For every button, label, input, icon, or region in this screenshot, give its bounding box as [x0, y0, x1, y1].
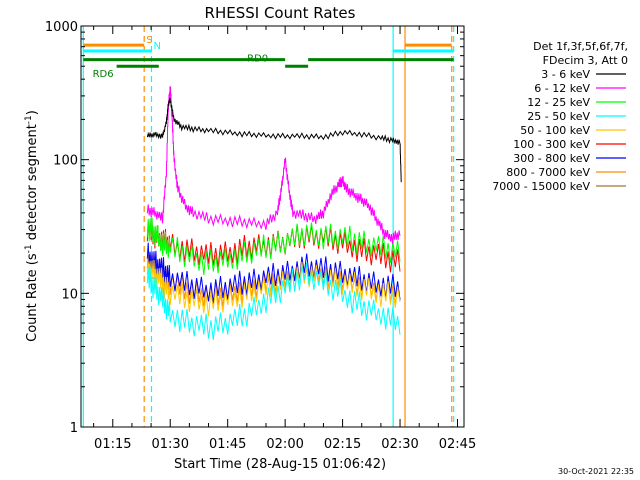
- legend-label-8: 7000 - 15000 keV: [492, 180, 590, 193]
- state-label-s: S: [146, 35, 152, 46]
- x-tick-label-5: 02:30: [381, 437, 418, 452]
- y-tick-label-0: 1: [70, 421, 78, 436]
- x-tick-label-4: 02:15: [324, 437, 361, 452]
- x-tick-label-1: 01:30: [152, 437, 189, 452]
- legend: Det 1f,3f,5f,6f,7f, FDecim 3, Att 0 3 - …: [492, 40, 628, 193]
- series-line-6-12-kev: [146, 86, 401, 244]
- x-axis-label: Start Time (28-Aug-15 01:06:42): [174, 457, 386, 472]
- x-tick-label-3: 02:00: [266, 437, 303, 452]
- legend-label-5: 100 - 300 keV: [513, 138, 590, 151]
- y-tick-label-3: 1000: [45, 20, 78, 35]
- legend-label-2: 12 - 25 keV: [527, 96, 590, 109]
- legend-label-4: 50 - 100 keV: [520, 124, 590, 137]
- x-tick-label-0: 01:15: [94, 437, 131, 452]
- timestamp: 30-Oct-2021 22:35: [558, 467, 634, 476]
- state-label-n: N: [153, 41, 160, 52]
- legend-label-3: 25 - 50 keV: [527, 110, 590, 123]
- chart-title: RHESSI Count Rates: [205, 4, 356, 22]
- legend-label-0: 3 - 6 keV: [541, 68, 590, 81]
- series-line-25-50-kev: [146, 262, 401, 340]
- x-tick-label-6: 02:45: [439, 437, 476, 452]
- series-line-50-100-kev: [146, 259, 401, 317]
- series-line-12-25-kev: [146, 217, 401, 275]
- legend-label-6: 300 - 800 keV: [513, 152, 590, 165]
- legend-label-7: 800 - 7000 keV: [506, 166, 590, 179]
- plot-area: SN RD0 RD6: [82, 26, 455, 427]
- legend-title-line-1: Det 1f,3f,5f,6f,7f,: [533, 40, 628, 53]
- legend-label-1: 6 - 12 keV: [534, 82, 590, 95]
- legend-title-line-2: FDecim 3, Att 0: [543, 54, 628, 67]
- y-tick-label-1: 10: [61, 287, 78, 302]
- x-axis-ticks: 01:15 01:30 01:45 02:00 02:15 02:30 02:45: [93, 26, 476, 452]
- state-label-rd6: RD6: [93, 69, 114, 80]
- y-tick-label-2: 100: [53, 154, 78, 169]
- y-axis-ticks: 1 10 100 1000: [45, 20, 464, 436]
- state-label-rd0: RD0: [247, 54, 268, 65]
- x-tick-label-2: 01:45: [209, 437, 246, 452]
- y-axis-label: Count Rate (s-1 detector segment-1): [24, 110, 40, 342]
- plot-frame: [80, 25, 465, 428]
- series-line-3-6-kev: [146, 97, 402, 183]
